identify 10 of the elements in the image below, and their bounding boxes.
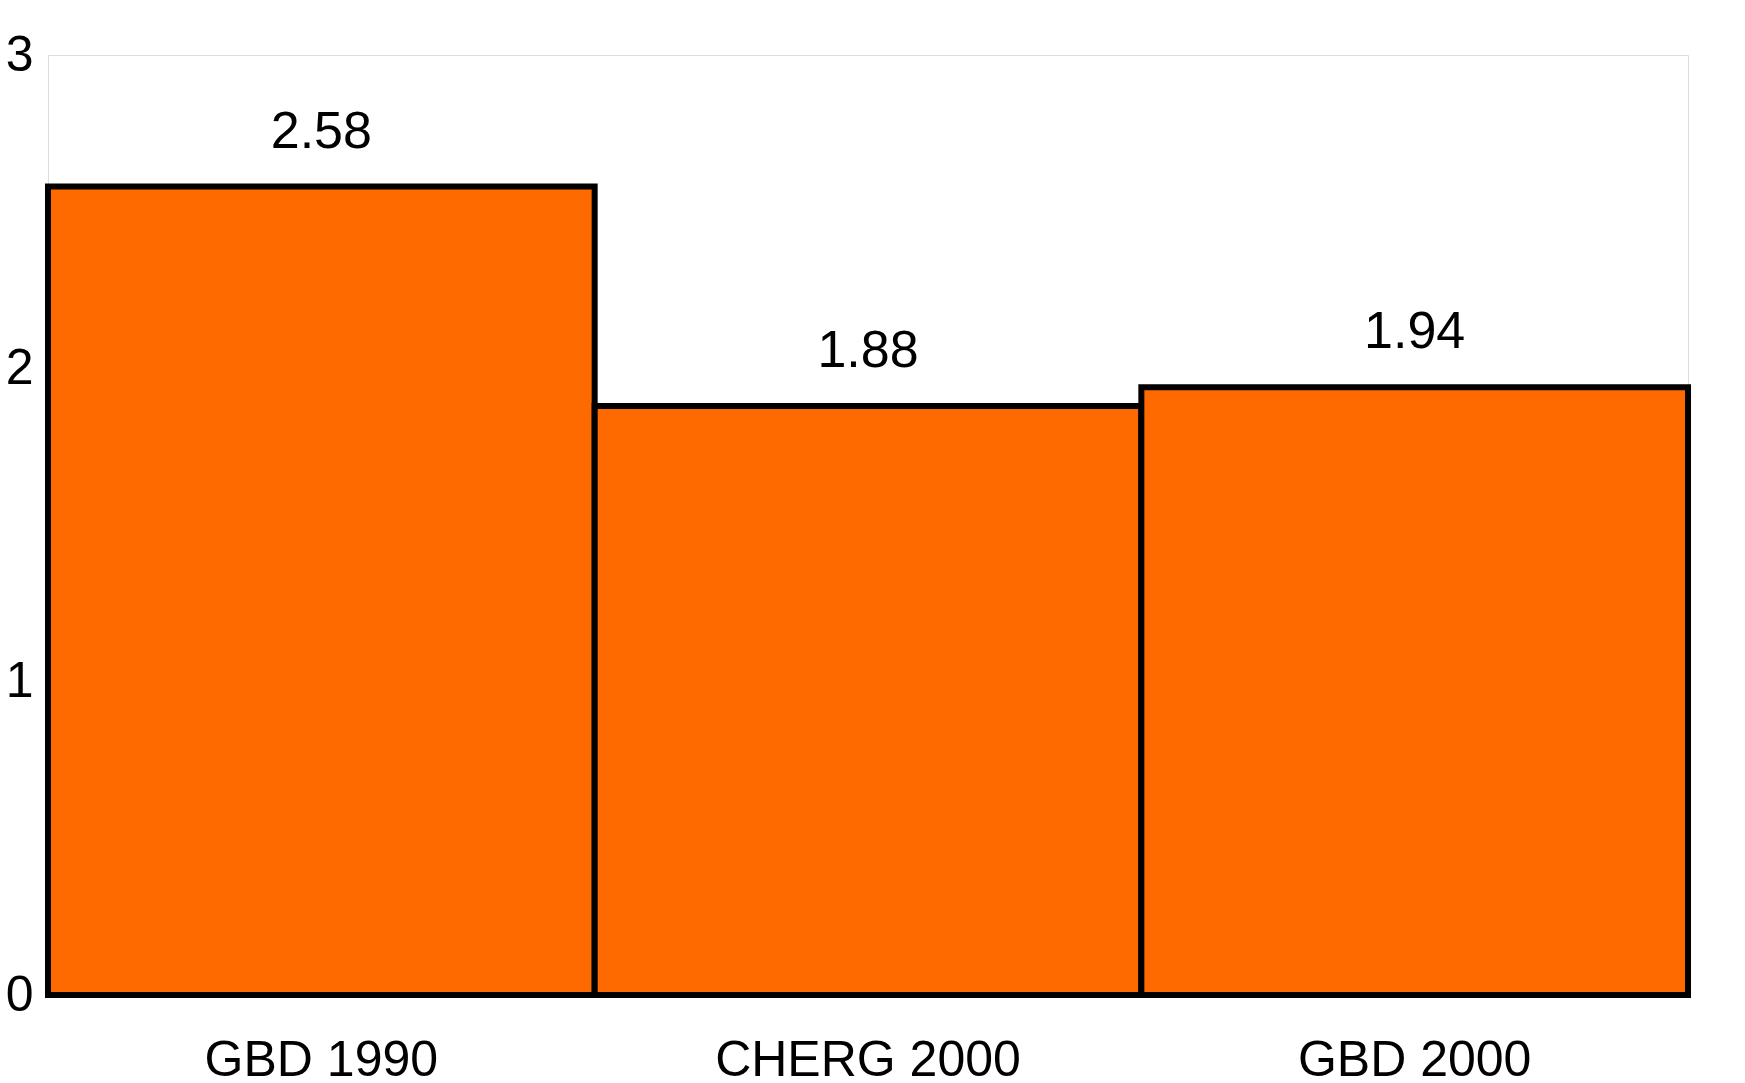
y-tick-label: 2	[5, 338, 34, 395]
x-tick-label: CHERG 2000	[715, 1030, 1021, 1083]
data-label: 2.58	[270, 100, 372, 159]
x-tick-label: GBD 2000	[1297, 1030, 1532, 1083]
data-label: 1.94	[1364, 301, 1466, 360]
y-tick-label: 3	[5, 25, 34, 82]
data-label: 1.88	[817, 319, 919, 378]
y-tick-label: 1	[5, 652, 34, 709]
y-tick-label: 0	[5, 965, 34, 1022]
x-tick-label: GBD 1990	[204, 1030, 439, 1083]
